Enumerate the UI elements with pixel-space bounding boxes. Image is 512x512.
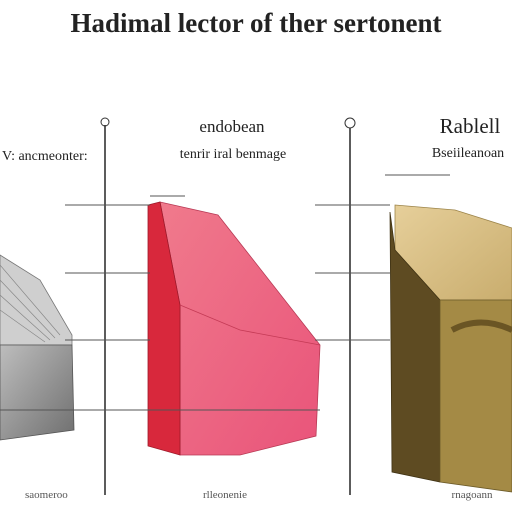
- red-block: [147, 201, 321, 456]
- panel-label: Bseiileanoan: [432, 146, 504, 161]
- gray-block: [0, 254, 75, 441]
- panel-footer: rlleonenie: [203, 489, 247, 501]
- title: Hadimal lector of ther sertonent: [71, 8, 442, 38]
- tan-block: [389, 204, 512, 493]
- panel-heading: Rablell: [440, 114, 501, 138]
- panel-label: V: ancmeonter:: [2, 149, 88, 164]
- axes: [0, 117, 450, 495]
- panel-heading: endobean: [199, 117, 265, 136]
- panel-label: tenrir iral benmage: [180, 147, 287, 162]
- panel-footer: rnagoann: [452, 489, 493, 501]
- panel-footer: saomeroo: [25, 489, 68, 501]
